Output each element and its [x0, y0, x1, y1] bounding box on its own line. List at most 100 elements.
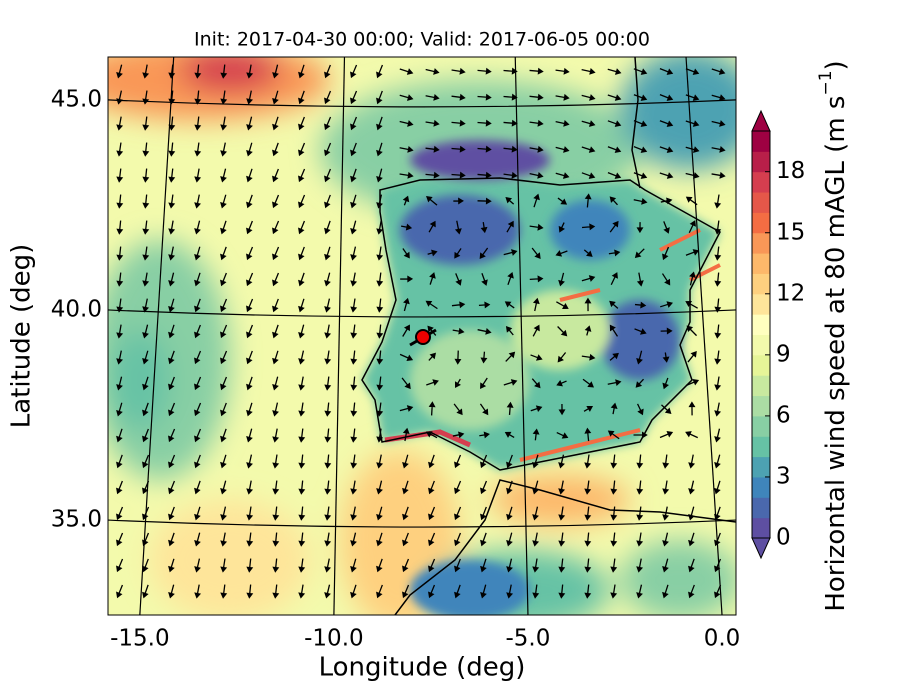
y-tick-label: 35.0: [51, 507, 102, 533]
wind-arrow: [634, 328, 647, 335]
wind-arrow: [529, 223, 544, 231]
wind-arrow: [350, 584, 357, 599]
wind-arrow: [584, 480, 592, 495]
wind-arrow: [246, 402, 253, 417]
wind-arrow: [220, 532, 228, 547]
wind-arrow: [454, 454, 462, 469]
wind-arrow: [660, 327, 673, 335]
wind-arrow: [272, 272, 280, 287]
wind-arrow: [194, 376, 202, 391]
wind-arrow: [220, 220, 227, 235]
colorbar-band: [752, 476, 770, 498]
wind-arrow: [298, 194, 306, 209]
wind-arrow: [116, 168, 124, 183]
wind-arrow: [272, 402, 279, 417]
wind-arrow: [194, 194, 201, 209]
wind-arrow: [399, 94, 414, 101]
wind-arrow: [402, 506, 409, 521]
wind-arrow: [324, 194, 331, 209]
wind-arrow: [272, 246, 280, 261]
wind-arrow: [399, 405, 414, 412]
wind-arrow: [659, 146, 674, 153]
wind-arrow: [116, 480, 123, 495]
wind-arrow: [714, 558, 722, 573]
wind-arrow: [194, 324, 201, 339]
wind-arrow: [451, 67, 466, 75]
wind-arrow: [350, 272, 358, 287]
colorbar-label-exponent: −1: [816, 70, 836, 95]
wind-arrow: [399, 68, 414, 75]
wind-arrow: [220, 142, 227, 157]
wind-arrow: [400, 275, 414, 283]
wind-arrow: [272, 298, 279, 313]
wind-arrow: [532, 584, 540, 599]
wind-arrow: [607, 120, 622, 127]
wind-arrow: [504, 301, 515, 309]
wind-arrow: [400, 223, 413, 231]
wind-arrow: [477, 67, 492, 75]
wind-arrow: [298, 116, 305, 131]
wind-arrow: [116, 64, 123, 79]
wind-arrow: [402, 195, 410, 206]
plot-frame: [107, 56, 737, 616]
wind-arrow: [532, 454, 539, 469]
wind-arrow: [246, 298, 254, 313]
colorbar-extend-high: [751, 109, 771, 132]
wind-arrow: [350, 558, 357, 573]
wind-arrow: [532, 428, 540, 441]
wind-arrow: [711, 171, 726, 179]
colorbar-tick-label: 0: [776, 525, 791, 551]
wind-arrow: [246, 64, 254, 79]
wind-arrow: [220, 402, 227, 417]
wind-arrow: [505, 197, 515, 205]
wind-arrow: [425, 68, 440, 75]
colorbar-band: [752, 456, 770, 478]
wind-arrow: [558, 480, 566, 495]
wind-arrow: [272, 480, 280, 495]
wind-arrow: [453, 197, 464, 205]
wind-arrow: [711, 145, 726, 153]
wind-arrow: [480, 377, 488, 390]
coastline: [361, 57, 736, 615]
wind-arrow: [116, 402, 123, 417]
wind-arrow: [298, 142, 306, 157]
wind-arrow: [194, 558, 201, 573]
wind-arrow: [608, 249, 621, 257]
wind-arrow: [298, 272, 305, 287]
wind-arrow: [142, 64, 150, 79]
wind-arrow: [428, 220, 436, 233]
wind-arrow: [607, 172, 622, 179]
wind-arrow: [532, 480, 539, 495]
wind-arrow: [220, 194, 227, 209]
wind-arrow: [582, 378, 595, 388]
wind-arrow: [168, 350, 175, 365]
wind-arrow: [581, 172, 596, 179]
wind-arrow: [350, 402, 358, 417]
wind-arrow: [685, 249, 700, 256]
graticule: [108, 57, 736, 615]
wind-arrow: [376, 142, 383, 157]
wind-arrow: [376, 324, 384, 339]
wind-arrow: [636, 558, 644, 573]
wind-arrow: [477, 93, 492, 101]
wind-arrow: [194, 220, 201, 235]
wind-arrow: [142, 324, 149, 339]
wind-arrow: [529, 67, 544, 75]
wind-arrow: [610, 454, 618, 469]
wind-arrow: [272, 584, 280, 599]
wind-arrow: [298, 558, 306, 573]
wind-arrow: [350, 168, 357, 183]
colorbar-band: [752, 517, 770, 539]
wind-arrow: [168, 584, 175, 599]
wind-arrow: [428, 480, 435, 495]
wind-arrow: [376, 168, 383, 183]
wind-arrow: [324, 168, 332, 183]
wind-arrow: [425, 171, 440, 179]
y-tick-label: 45.0: [51, 86, 102, 112]
wind-arrow: [503, 249, 518, 256]
colorbar: 0 3 6 9 12 15 18: [751, 109, 805, 560]
wind-arrow: [584, 558, 592, 573]
wind-arrow: [376, 64, 384, 79]
colorbar-frame: [751, 130, 771, 539]
wind-arrow: [685, 431, 699, 439]
